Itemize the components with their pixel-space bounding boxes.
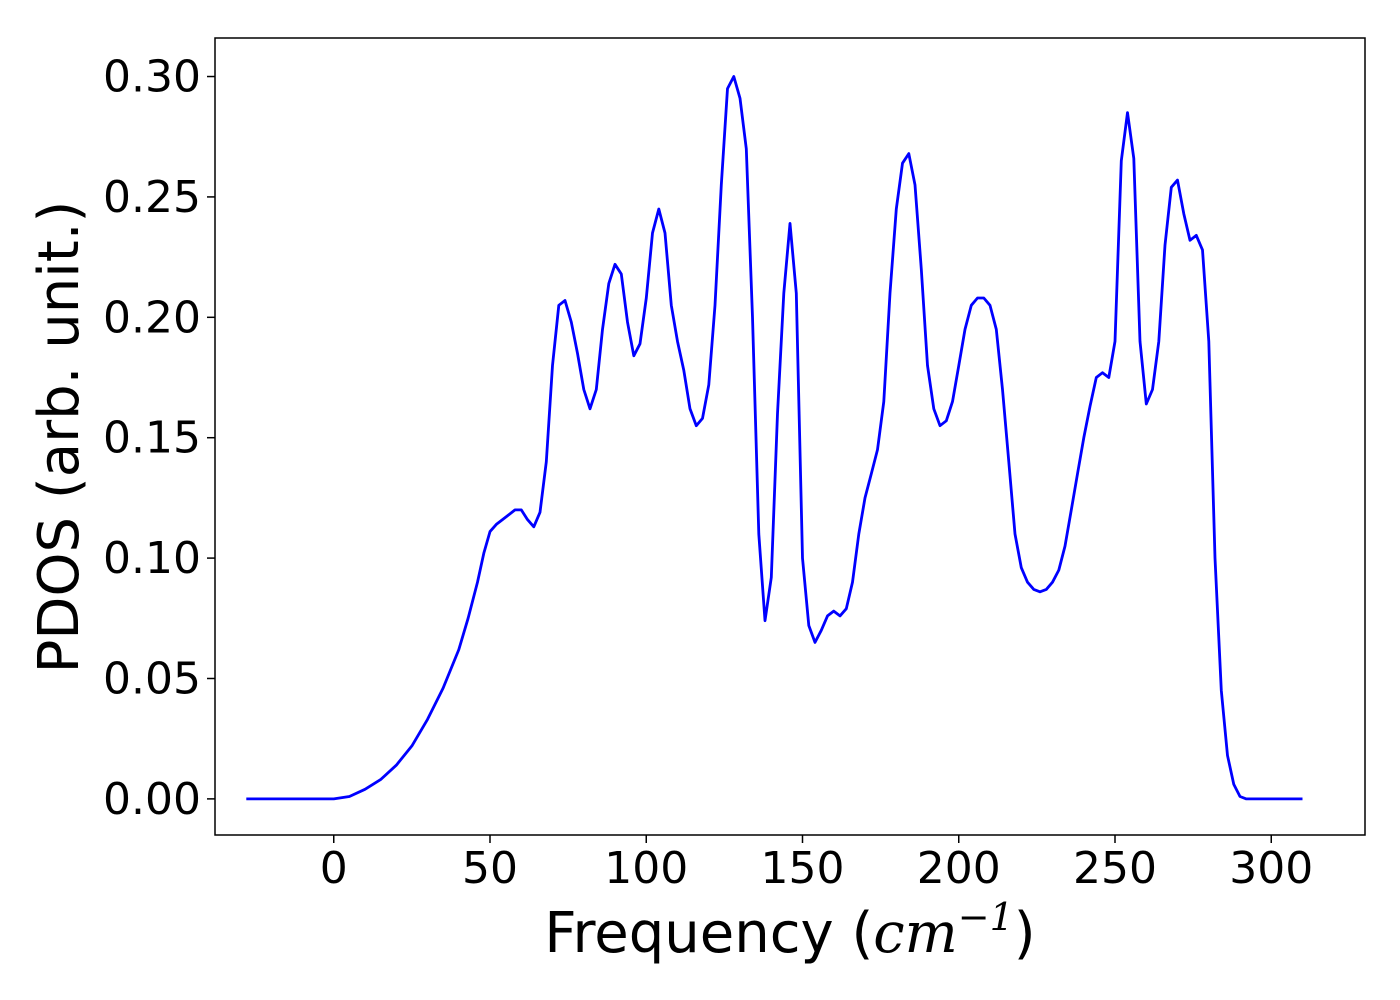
x-tick-label: 0 bbox=[320, 843, 348, 894]
x-tick-label: 250 bbox=[1073, 843, 1157, 894]
x-tick-label: 50 bbox=[462, 843, 518, 894]
y-tick-label: 0.30 bbox=[103, 52, 201, 103]
plot-area bbox=[215, 38, 1365, 835]
x-tick-label: 150 bbox=[761, 843, 845, 894]
x-tick-label: 300 bbox=[1229, 843, 1313, 894]
x-axis-label-exponent: −1 bbox=[958, 895, 1014, 939]
y-tick-label: 0.10 bbox=[103, 533, 201, 584]
plot-frame bbox=[214, 37, 1366, 836]
pdos-series-line bbox=[246, 75, 1303, 801]
y-axis-ticks: 0.00 0.05 0.10 0.15 0.20 0.25 0.30 bbox=[103, 52, 215, 825]
y-tick-label: 0.05 bbox=[103, 653, 201, 704]
x-tick-label: 200 bbox=[917, 843, 1001, 894]
x-axis-label-text: Frequency bbox=[544, 901, 851, 966]
y-tick-label: 0.15 bbox=[103, 413, 201, 464]
y-axis-label: PDOS (arb. unit.) bbox=[27, 201, 92, 674]
y-tick-label: 0.25 bbox=[103, 172, 201, 223]
x-axis-label-unit: cm bbox=[873, 901, 957, 966]
x-axis-label: Frequency (cm−1) bbox=[544, 895, 1035, 966]
x-axis-ticks: 0 50 100 150 200 250 300 bbox=[320, 835, 1313, 894]
y-tick-label: 0.20 bbox=[103, 292, 201, 343]
y-tick-label: 0.00 bbox=[103, 774, 201, 825]
x-tick-label: 100 bbox=[604, 843, 688, 894]
